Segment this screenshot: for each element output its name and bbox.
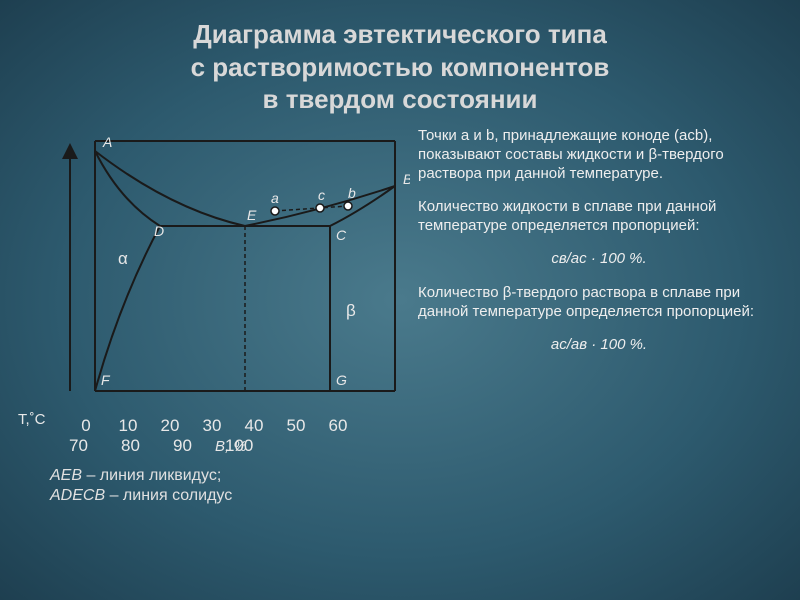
y-axis-label: T,˚C <box>18 411 46 428</box>
svg-text:F: F <box>101 372 111 388</box>
paragraph-3: Количество β-твердого раствора в сплаве … <box>418 283 780 321</box>
alpha-label: α <box>118 249 128 269</box>
formula-2: ас/ав · 100 %. <box>418 335 780 354</box>
caption-adecb: ADECB <box>50 487 105 504</box>
content-row: ABDECFGacb α β T,˚C 0102030405060 708090… <box>0 126 800 411</box>
svg-text:c: c <box>318 187 325 203</box>
x-tick: 80 <box>117 436 169 456</box>
x-tick: 50 <box>275 416 317 436</box>
diagram-svg: A B D E C F Ga c b <box>50 131 410 421</box>
phase-diagram: A B D E C F Ga c b α β <box>50 131 410 411</box>
right-panel: Точки a и b, принадлежащие коноде (acb),… <box>410 126 780 411</box>
svg-text:E: E <box>247 207 257 223</box>
beta-label: β <box>346 301 356 321</box>
paragraph-1: Точки a и b, принадлежащие коноде (acb),… <box>418 126 780 184</box>
x-tick: 40 <box>233 416 275 436</box>
title-line1: Диаграмма эвтектического типа <box>193 19 607 49</box>
caption-l1r: – линия ликвидус; <box>82 467 221 484</box>
svg-text:D: D <box>154 223 164 239</box>
x-tick: 60 <box>317 416 359 436</box>
caption-l2r: – линия солидус <box>105 487 232 504</box>
x-axis-label: B, % <box>215 438 247 455</box>
svg-text:C: C <box>336 227 347 243</box>
x-tick: 90 <box>169 436 221 456</box>
title-line3: в твердом состоянии <box>262 84 537 114</box>
diagram-caption: AEB – линия ликвидус; ADECB – линия соли… <box>50 466 232 508</box>
svg-text:G: G <box>336 372 347 388</box>
left-panel: ABDECFGacb α β T,˚C 0102030405060 708090… <box>20 126 410 411</box>
slide-title: Диаграмма эвтектического типа с раствори… <box>0 0 800 126</box>
x-tick: 10 <box>107 416 149 436</box>
x-tick: 30 <box>191 416 233 436</box>
formula-1: св/ас · 100 %. <box>418 249 780 268</box>
title-line2: с растворимостью компонентов <box>191 52 610 82</box>
paragraph-2: Количество жидкости в сплаве при данной … <box>418 197 780 235</box>
x-tick: 70 <box>65 436 117 456</box>
x-tick: 0 <box>65 416 107 436</box>
x-tick: 20 <box>149 416 191 436</box>
svg-text:A: A <box>102 134 112 150</box>
svg-text:B: B <box>403 171 410 187</box>
svg-text:b: b <box>348 185 356 201</box>
caption-aeb: AEB <box>50 467 82 484</box>
svg-text:a: a <box>271 190 279 206</box>
